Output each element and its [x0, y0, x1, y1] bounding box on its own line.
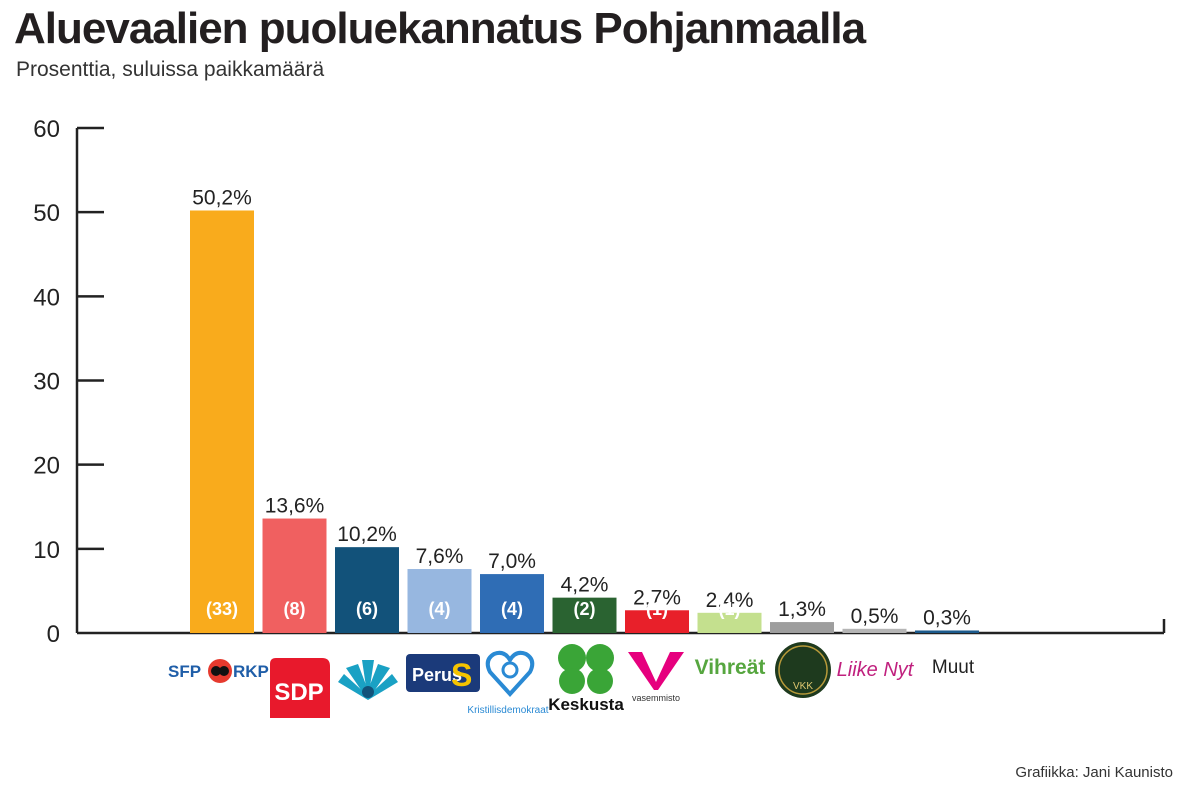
- bar: [697, 612, 762, 633]
- y-tick-label: 60: [33, 116, 60, 143]
- vkk-logo: VKK: [775, 642, 831, 698]
- keskusta-clover-icon: [558, 644, 614, 694]
- y-tick-label: 40: [33, 284, 60, 311]
- vihreat-logo: Vihreät: [695, 656, 766, 679]
- muut-logo-text: Muut: [932, 657, 975, 678]
- liike-nyt-logo-text: Liike Nyt: [837, 659, 915, 681]
- axes: 0 10 20 30 40 50 60: [33, 116, 1166, 648]
- bar-value-label: 7,0%: [488, 550, 536, 573]
- kd-logo-text: Kristillisdemokraat: [467, 705, 548, 716]
- sdp-shape-icon: [270, 658, 330, 718]
- credit-text: Grafiikka: Jani Kaunisto: [1015, 764, 1173, 781]
- y-tick-label: 20: [33, 453, 60, 480]
- bar-seat-label: (1): [646, 599, 668, 619]
- bar-value-label: 50,2%: [192, 186, 252, 209]
- y-tick-label: 50: [33, 200, 60, 227]
- bars: 50,2% (33) 13,6% (8) 10,2% (6) 7,6% (4) 7,0% (4) 4…: [190, 186, 979, 633]
- bar-value-label: 2,4%: [706, 589, 754, 612]
- kokoomus-flower-icon: [338, 660, 398, 700]
- sfp-rkp-logo: SFP RKP: [168, 659, 269, 683]
- bar-value-label: 0,3%: [923, 606, 971, 629]
- vkk-emblem-icon: [775, 642, 831, 698]
- y-tick-label: 30: [33, 369, 60, 396]
- bar: [262, 518, 327, 633]
- chart-title: Aluevaalien puoluekannatus Pohjanmaalla: [14, 4, 866, 53]
- bar: [407, 569, 472, 633]
- sdp-logo-text: SDP: [274, 679, 323, 706]
- bar: [842, 628, 907, 633]
- bar: [770, 622, 834, 633]
- keskusta-logo: Keskusta: [548, 644, 624, 714]
- vasemmisto-logo-text: vasemmisto: [632, 693, 680, 703]
- kd-heart-icon: [485, 650, 535, 697]
- bar-seat-label: (4): [429, 599, 451, 619]
- y-tick-label: 10: [33, 537, 60, 564]
- bar-seat-label: (2): [574, 599, 596, 619]
- bar: [915, 630, 979, 633]
- sfp-logo-text: SFP: [168, 662, 201, 681]
- bar-seat-label: (4): [501, 599, 523, 619]
- vasemmisto-v-icon: [628, 652, 684, 690]
- y-tick-label: 0: [47, 621, 60, 648]
- bar-value-label: 2,7%: [633, 586, 681, 609]
- vihreat-logo-text: Vihreät: [695, 656, 766, 679]
- bar-seat-label: (33): [206, 599, 238, 619]
- party-logos: SFP RKP SDP Perus S: [168, 642, 975, 718]
- rkp-logo-text: RKP: [233, 662, 269, 681]
- bar: [552, 597, 617, 633]
- bar: [625, 610, 689, 633]
- bar-value-label: 1,3%: [778, 598, 826, 621]
- bar-value-label: 0,5%: [851, 605, 899, 628]
- kd-logo: Kristillisdemokraat: [467, 650, 549, 716]
- bar: [190, 210, 254, 633]
- perussuomalaiset-logo: Perus S: [406, 654, 480, 693]
- bar-value-label: 13,6%: [265, 495, 325, 518]
- keskusta-logo-text: Keskusta: [548, 695, 624, 714]
- bar-value-label: 10,2%: [337, 523, 397, 546]
- muut-label: Muut: [932, 657, 975, 678]
- bar-seat-label: (6): [356, 599, 378, 619]
- sdp-logo: SDP: [270, 658, 330, 718]
- vkk-logo-text: VKK: [793, 681, 813, 692]
- bar-value-label: 4,2%: [561, 574, 609, 597]
- vasemmisto-logo: vasemmisto: [628, 652, 684, 703]
- bar-seat-label: (1): [719, 599, 741, 619]
- perus-logo-text: Perus: [412, 665, 462, 685]
- bar-value-label: 7,6%: [416, 545, 464, 568]
- liike-nyt-logo: Liike Nyt: [837, 659, 915, 681]
- perus-s-icon: S: [451, 657, 472, 693]
- bar-seat-label: (8): [284, 599, 306, 619]
- bar: [480, 574, 544, 633]
- bar: [335, 547, 399, 633]
- chart-subtitle: Prosenttia, suluissa paikkamäärä: [16, 58, 325, 81]
